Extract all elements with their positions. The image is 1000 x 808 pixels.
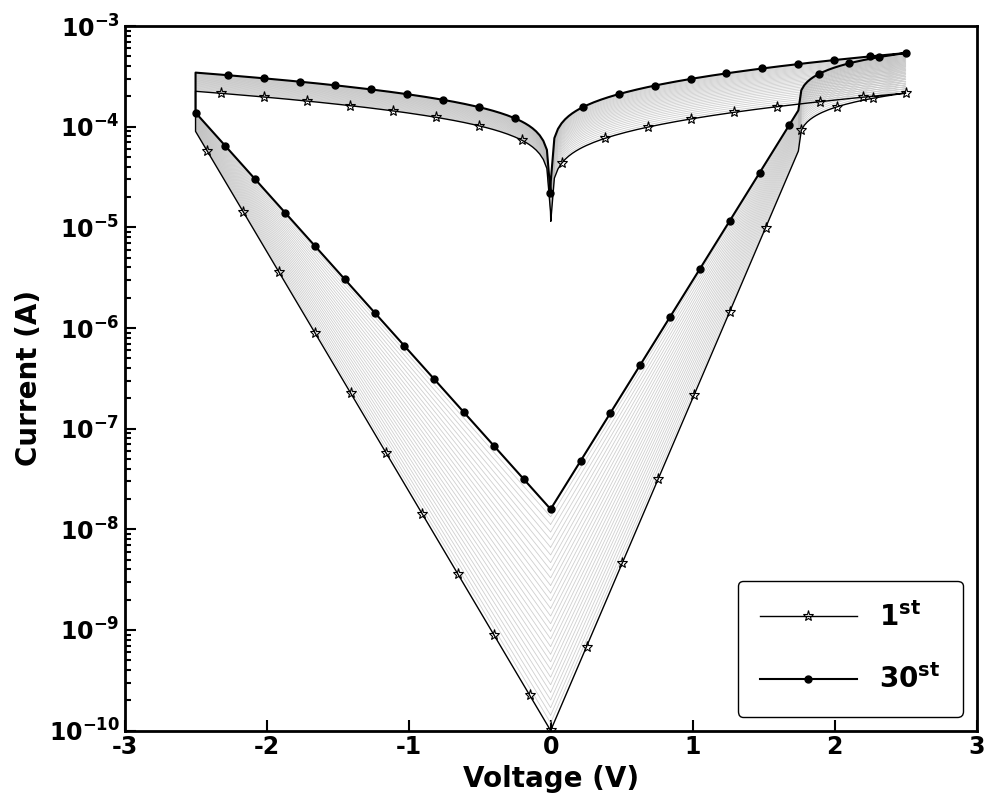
$\mathbf{1^{st}}$: [190, 86, 202, 96]
$\mathbf{30^{st}}$: [673, 297, 685, 307]
$\mathbf{30^{st}}$: [771, 61, 783, 71]
$\mathbf{30^{st}}$: [781, 61, 793, 70]
$\mathbf{1^{st}}$: [673, 425, 685, 435]
$\mathbf{30^{st}}$: [455, 404, 467, 414]
$\mathbf{1^{st}}$: [774, 102, 786, 112]
Legend: $\mathbf{1^{st}}$, $\mathbf{30^{st}}$: $\mathbf{1^{st}}$, $\mathbf{30^{st}}$: [738, 580, 963, 717]
Y-axis label: Current (A): Current (A): [15, 290, 43, 466]
Line: $\mathbf{30^{st}}$: $\mathbf{30^{st}}$: [192, 49, 909, 512]
$\mathbf{30^{st}}$: [545, 504, 557, 514]
$\mathbf{1^{st}}$: [455, 574, 467, 584]
$\mathbf{1^{st}}$: [785, 100, 797, 110]
$\mathbf{30^{st}}$: [544, 504, 556, 514]
$\mathbf{30^{st}}$: [736, 197, 748, 207]
$\mathbf{1^{st}}$: [545, 726, 557, 735]
$\mathbf{1^{st}}$: [386, 459, 398, 469]
$\mathbf{30^{st}}$: [900, 48, 912, 58]
Line: $\mathbf{1^{st}}$: $\mathbf{1^{st}}$: [190, 86, 911, 736]
$\mathbf{1^{st}}$: [544, 726, 556, 735]
X-axis label: Voltage (V): Voltage (V): [463, 765, 639, 793]
$\mathbf{30^{st}}$: [386, 327, 398, 337]
$\mathbf{1^{st}}$: [736, 279, 748, 288]
